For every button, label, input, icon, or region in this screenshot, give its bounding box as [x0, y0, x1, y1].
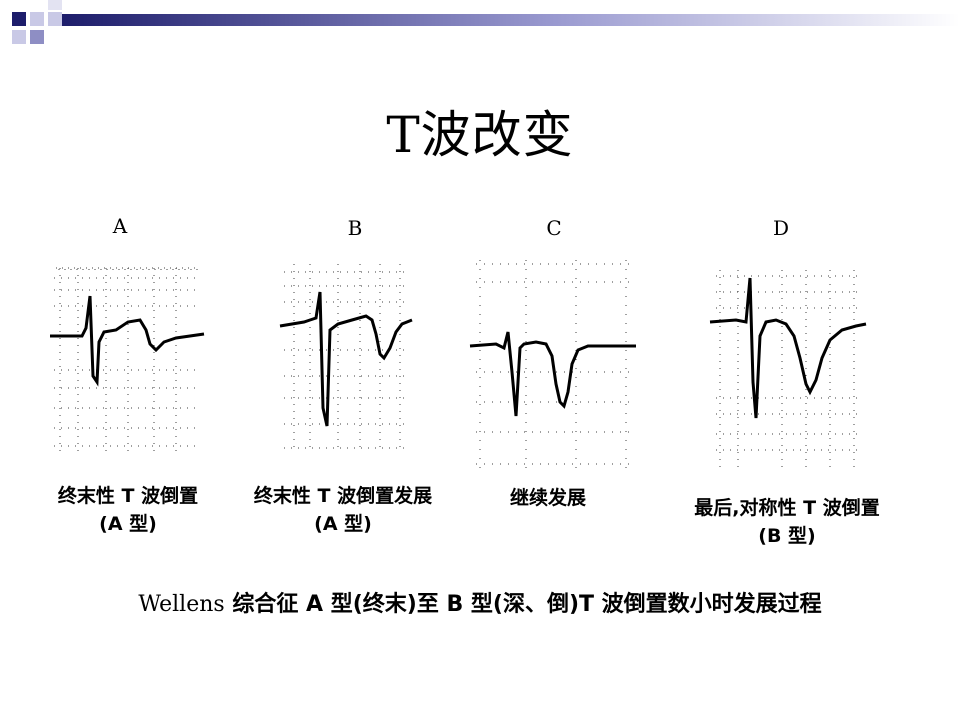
ecg-tracing-d: [709, 270, 867, 467]
panel-a-letter: A: [112, 214, 128, 238]
panel-d-caption-line2: (B 型): [758, 525, 816, 547]
ecg-grid-d: [716, 270, 862, 467]
ecg-wave-b: [279, 291, 413, 427]
panel-c-caption: 继续发展: [478, 484, 618, 512]
footer-caption: Wellens 综合征 A 型(终末)至 B 型(深、倒)T 波倒置数小时发展过…: [0, 586, 960, 618]
ecg-grid-a: [54, 267, 199, 453]
panel-a-caption-line1: 终末性 T 波倒置: [57, 485, 199, 507]
panel-d-caption: 最后,对称性 T 波倒置 (B 型): [660, 494, 914, 550]
panel-a-caption: 终末性 T 波倒置 (A 型): [30, 482, 226, 538]
ecg-wave-a: [50, 295, 205, 387]
ecg-tracing-c: [469, 260, 636, 468]
slide-title: T波改变: [386, 106, 574, 164]
panel-d-letter: D: [772, 216, 790, 240]
panel-b-caption-line2: (A 型): [314, 513, 372, 535]
panel-b-letter: B: [347, 216, 363, 240]
panel-c-letter: C: [546, 216, 562, 240]
slide-header-decoration: [12, 0, 960, 44]
panel-c-caption-line1: 继续发展: [509, 487, 586, 509]
panel-b-caption-line1: 终末性 T 波倒置发展: [253, 485, 433, 507]
ecg-tracing-b: [279, 264, 413, 453]
ecg-grid-b: [284, 264, 410, 453]
footer-text: 综合征 A 型(终末)至 B 型(深、倒)T 波倒置数小时发展过程: [224, 592, 822, 617]
footer-latin: Wellens: [138, 592, 225, 617]
panel-d-caption-line1: 最后,对称性 T 波倒置: [694, 497, 880, 519]
ecg-wave-c: [469, 331, 636, 417]
panel-b-caption: 终末性 T 波倒置发展 (A 型): [230, 482, 456, 538]
ecg-grid-c: [476, 260, 634, 468]
ecg-wave-d: [709, 277, 867, 419]
panel-a-caption-line2: (A 型): [99, 513, 157, 535]
ecg-tracing-a: [50, 267, 205, 453]
